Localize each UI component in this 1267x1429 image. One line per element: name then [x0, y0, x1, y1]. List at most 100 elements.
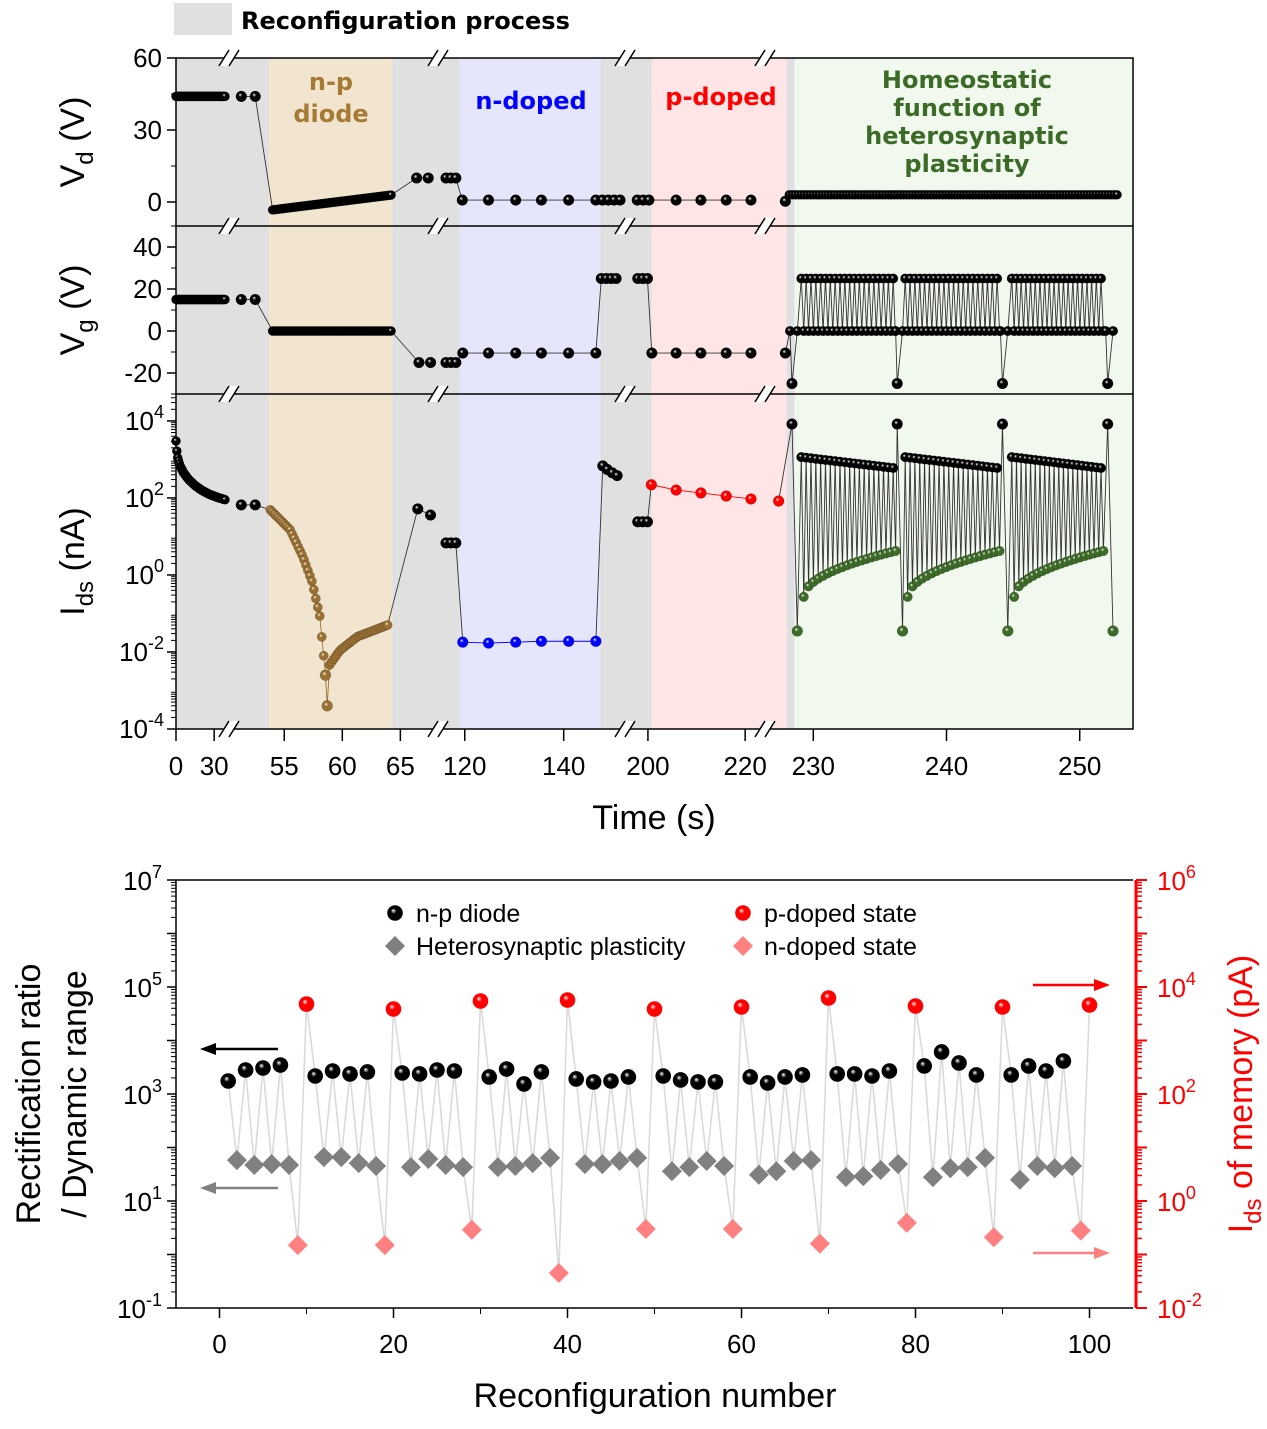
trace-line: [1070, 278, 1074, 332]
data-point: [720, 194, 732, 206]
trace-line: [829, 460, 834, 572]
trace-line: [1037, 278, 1041, 332]
trace-line: [254, 299, 274, 332]
data-point-diamond: [1009, 1169, 1030, 1190]
trace-line: [1062, 278, 1067, 332]
trace-line: [856, 463, 860, 562]
data-point: [562, 347, 575, 359]
data-point-diamond: [1062, 1156, 1083, 1177]
trace-line: [837, 278, 841, 332]
data-point-ball: [516, 1076, 532, 1092]
trace-line: [1013, 278, 1017, 332]
x-tick-label: 60: [727, 1329, 756, 1359]
trace-line: [1007, 278, 1013, 332]
data-point: [314, 611, 325, 621]
axis-break-gap: [428, 721, 448, 737]
trace-line: [933, 278, 938, 332]
trace-line: [1081, 278, 1086, 332]
trace-line: [1077, 465, 1081, 558]
data-point-diamond: [287, 1235, 308, 1256]
y-tick-label-right: 104: [1157, 969, 1196, 1003]
y-tick-label-right: 102: [1157, 1076, 1196, 1110]
tick-base: 10: [123, 973, 152, 1003]
axis-break-mark: [764, 217, 776, 235]
trace-line: [895, 424, 898, 551]
trace-line: [778, 423, 793, 502]
tick-exponent: 0: [1186, 1183, 1196, 1203]
trace-line: [1034, 459, 1039, 574]
trace-line: [945, 278, 950, 332]
trace-line: [817, 459, 822, 579]
data-point-diamond: [487, 1157, 508, 1178]
trace-line: [861, 464, 865, 561]
region-label: n-doped: [475, 87, 586, 115]
arrow-head: [1094, 1247, 1110, 1259]
y-tick-label: 0: [148, 316, 162, 346]
trace-line: [890, 467, 894, 553]
trace-line: [1025, 458, 1029, 579]
trace-line: [875, 466, 880, 557]
x-tick-label: 0: [212, 1329, 226, 1359]
trace-line: [791, 424, 798, 632]
tick-exponent: 5: [152, 969, 162, 989]
tick-base: 10: [117, 1294, 146, 1324]
data-point: [220, 294, 230, 305]
data-point-ball: [646, 1001, 663, 1017]
y-axis-label-left-2: / Dynamic range: [56, 970, 94, 1218]
trace-line: [1034, 278, 1039, 332]
axis-break-mark: [228, 385, 240, 403]
data-point-diamond: [461, 1219, 482, 1240]
data-point: [590, 635, 602, 647]
data-point-ball: [907, 998, 924, 1014]
trace-line: [1013, 457, 1017, 597]
data-point: [535, 347, 548, 359]
trace-line: [892, 278, 896, 332]
x-tick-label: 60: [328, 751, 357, 781]
trace-line: [810, 458, 814, 582]
legend-marker: [733, 936, 753, 956]
x-tick-label: 65: [386, 751, 415, 781]
y-label-unit: (nA): [54, 507, 92, 581]
trace-line: [883, 466, 887, 554]
y-tick-label-right: 10-2: [1157, 1290, 1202, 1324]
trace-line: [829, 278, 834, 332]
x-tick-label: 240: [925, 751, 968, 781]
trace-line: [1037, 460, 1041, 574]
data-point: [318, 650, 329, 661]
trace-line: [1018, 278, 1022, 332]
trace-line: [989, 278, 993, 332]
trace-line: [974, 278, 979, 332]
trace-line: [646, 278, 653, 354]
data-point: [1112, 189, 1122, 200]
trace-line: [896, 424, 903, 632]
trace-line: [1060, 278, 1064, 332]
data-point-diamond: [1027, 1156, 1048, 1177]
data-point: [670, 194, 682, 206]
legend-marker: [385, 936, 405, 956]
axis-break-gap: [755, 721, 775, 737]
tick-exponent: 2: [1186, 1076, 1196, 1096]
data-point-diamond: [548, 1263, 569, 1284]
data-point: [891, 418, 903, 430]
trace-line: [1058, 278, 1062, 332]
data-point-diamond: [1070, 1220, 1091, 1241]
trace-line: [926, 278, 930, 332]
axis-break-mark: [614, 217, 626, 235]
trace-line: [808, 458, 812, 587]
x-tick-label: 120: [443, 751, 486, 781]
data-point-ball: [1003, 1067, 1019, 1083]
data-point: [1098, 545, 1109, 557]
y-tick-label-left: 103: [123, 1076, 162, 1110]
trace-line: [1046, 461, 1050, 570]
data-point-diamond: [853, 1166, 874, 1187]
y-label-unit: (V): [54, 265, 92, 320]
data-point-ball: [672, 1072, 689, 1088]
trace-line: [1039, 278, 1043, 332]
trace-line: [1016, 278, 1020, 332]
x-axis-label: Reconfiguration number: [474, 1377, 837, 1415]
tick-exponent: 3: [152, 1076, 162, 1096]
trace-lines: [176, 278, 1114, 384]
data-point-ball: [568, 1071, 584, 1087]
axis-break-gap: [755, 218, 775, 234]
data-point: [510, 347, 522, 359]
